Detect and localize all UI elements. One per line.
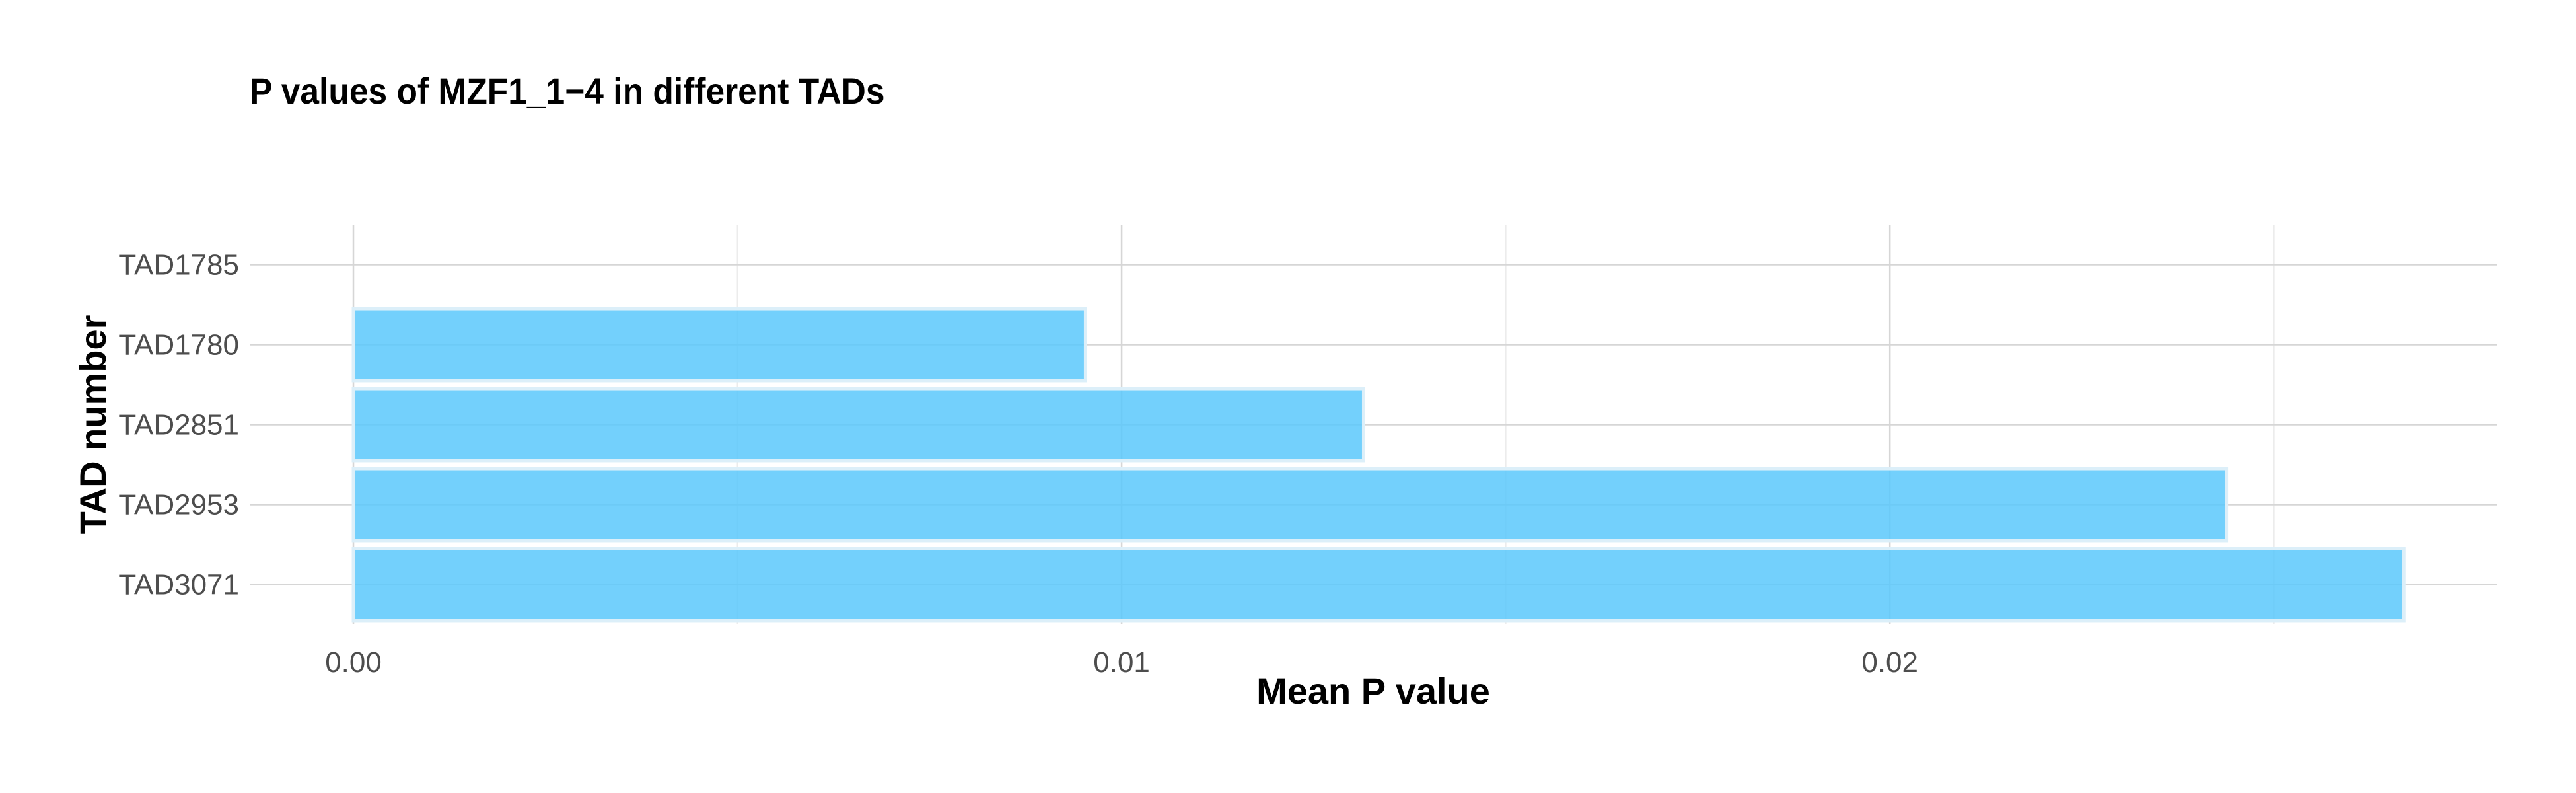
bar-tad2851: [351, 387, 1365, 463]
x-tick-label: 0.00: [325, 646, 382, 679]
bars: [351, 307, 2406, 623]
y-axis-ticks: TAD1785 TAD1780 TAD2851 TAD2953 TAD3071: [118, 249, 239, 601]
y-tick-label: TAD1785: [118, 249, 239, 282]
bar-tad1780: [351, 307, 1087, 383]
y-axis-title: TAD number: [72, 315, 114, 535]
bar-tad3071: [351, 547, 2406, 623]
y-tick-label: TAD2851: [118, 409, 239, 441]
x-axis-ticks: 0.00 0.01 0.02: [325, 646, 1918, 679]
y-tick-label: TAD3071: [118, 569, 239, 601]
chart-title: P values of MZF1_1−4 in different TADs: [250, 70, 885, 112]
y-tick-label: TAD2953: [118, 489, 239, 521]
x-axis-title: Mean P value: [1256, 670, 1490, 712]
x-tick-label: 0.01: [1093, 646, 1150, 679]
bar-tad2953: [351, 467, 2229, 543]
y-tick-label: TAD1780: [118, 329, 239, 361]
x-tick-label: 0.02: [1861, 646, 1918, 679]
